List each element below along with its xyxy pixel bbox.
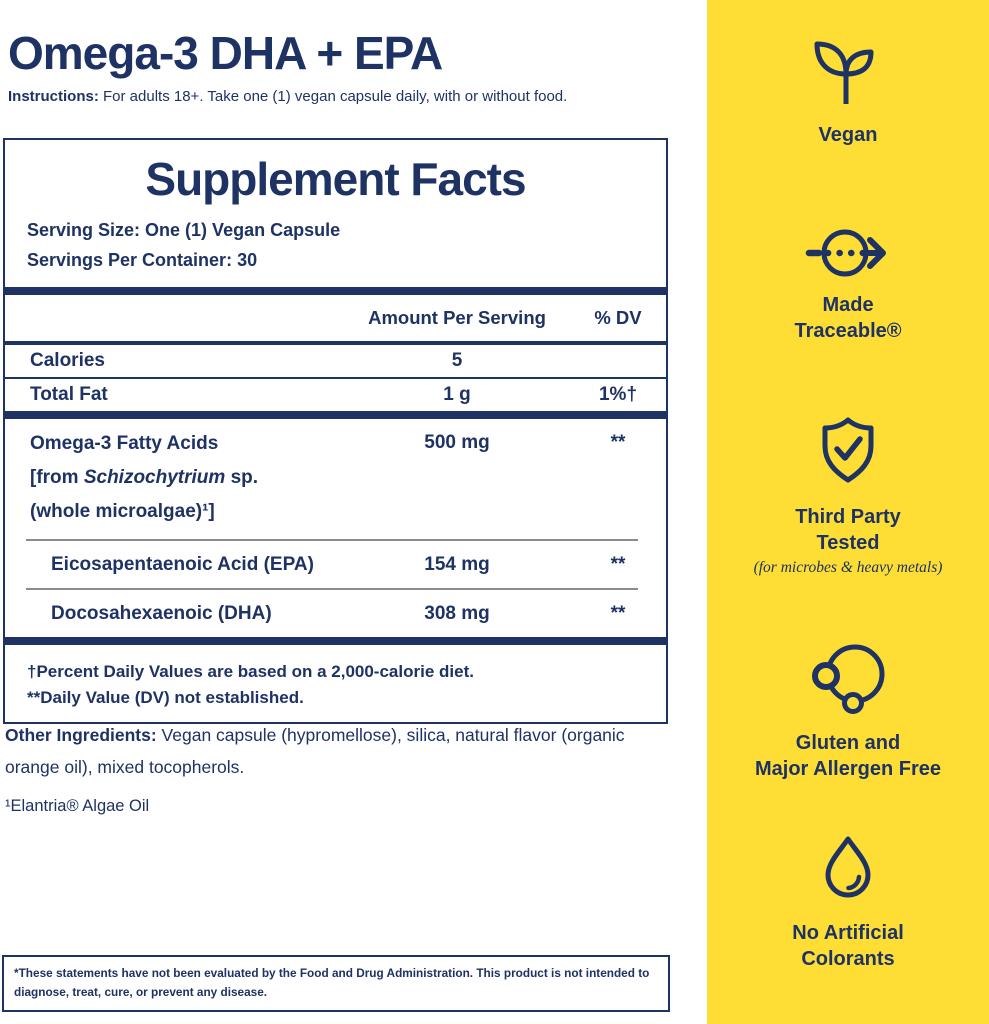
footnote-dv-not-established: **Daily Value (DV) not established. [27, 688, 304, 707]
table-row: Eicosapentaenoic Acid (EPA) 154 mg ** [51, 553, 626, 575]
source-note: ¹Elantria® Algae Oil [5, 797, 150, 815]
facts-rows-main: Calories 5 Total Fat 1 g 1%† [5, 345, 666, 411]
divider-thick [5, 287, 666, 295]
traceable-arrow-icon [804, 222, 892, 284]
serving-size: Serving Size: One (1) Vegan Capsule [27, 220, 341, 240]
facts-rows-omega: Omega-3 Fatty Acids [from Schizochytrium … [5, 419, 666, 637]
table-row: Omega-3 Fatty Acids [from Schizochytrium … [30, 432, 626, 522]
instructions-label: Instructions: [8, 88, 99, 105]
column-percent-dv: % DV [594, 307, 642, 328]
facts-footnotes: †Percent Daily Values are based on a 2,0… [5, 645, 666, 722]
droplet-icon [819, 836, 877, 898]
other-ingredients: Other Ingredients: Vegan capsule (hyprom… [5, 719, 660, 783]
divider-thick [5, 637, 666, 645]
table-row: Total Fat 1 g 1%† [30, 384, 638, 405]
badge-label: Third Party Tested [795, 506, 901, 554]
badge-no-artificial-colorants: No Artificial Colorants [707, 836, 989, 972]
feature-sidebar: Vegan Made Traceable® Third Party Tested (… [707, 0, 989, 1024]
footnote-daily-values: †Percent Daily Values are based on a 2,0… [27, 662, 474, 681]
divider-thick [5, 411, 666, 419]
other-ingredients-label: Other Ingredients: [5, 725, 157, 745]
badge-made-traceable: Made Traceable® [707, 222, 989, 344]
shield-check-icon [815, 416, 881, 484]
badge-sublabel: (for microbes & heavy metals) [753, 559, 943, 576]
table-row: Calories 5 [30, 350, 463, 371]
column-amount-per-serving: Amount Per Serving [368, 307, 546, 328]
page-title: Omega-3 DHA + EPA [8, 27, 443, 79]
badge-label: No Artificial Colorants [792, 922, 904, 970]
supplement-facts-panel: Supplement Facts Serving Size: One (1) V… [3, 138, 668, 724]
row-divider [26, 588, 638, 590]
sprout-icon [809, 32, 887, 110]
servings-per-container: Servings Per Container: 30 [27, 250, 258, 270]
badge-label: Vegan [818, 124, 878, 146]
divider-medium [5, 341, 666, 345]
badge-third-party-tested: Third Party Tested (for microbes & heavy … [707, 416, 989, 577]
label-panel: Omega-3 DHA + EPA Instructions: For adul… [2, 27, 670, 1012]
instructions: Instructions: For adults 18+. Take one (… [8, 88, 567, 105]
badge-vegan: Vegan [707, 32, 989, 148]
row-divider [26, 539, 638, 541]
fda-disclaimer: *These statements have not been evaluate… [2, 955, 670, 1012]
supplement-facts-header: Supplement Facts Serving Size: One (1) V… [5, 140, 666, 287]
supplement-facts-title: Supplement Facts [145, 153, 526, 205]
badge-label: Made Traceable® [794, 294, 902, 342]
column-header-row: Amount Per Serving % DV [5, 295, 666, 341]
row-divider [5, 377, 666, 379]
table-row: Docosahexaenoic (DHA) 308 mg ** [51, 602, 626, 624]
molecule-circles-icon [809, 640, 887, 716]
other-ingredients-text: Vegan capsule (hypromellose), silica, na… [5, 725, 625, 777]
badge-label: Gluten and Major Allergen Free [755, 732, 941, 780]
instructions-text: For adults 18+. Take one (1) vegan capsu… [98, 88, 568, 105]
badge-gluten-free: Gluten and Major Allergen Free [707, 640, 989, 782]
